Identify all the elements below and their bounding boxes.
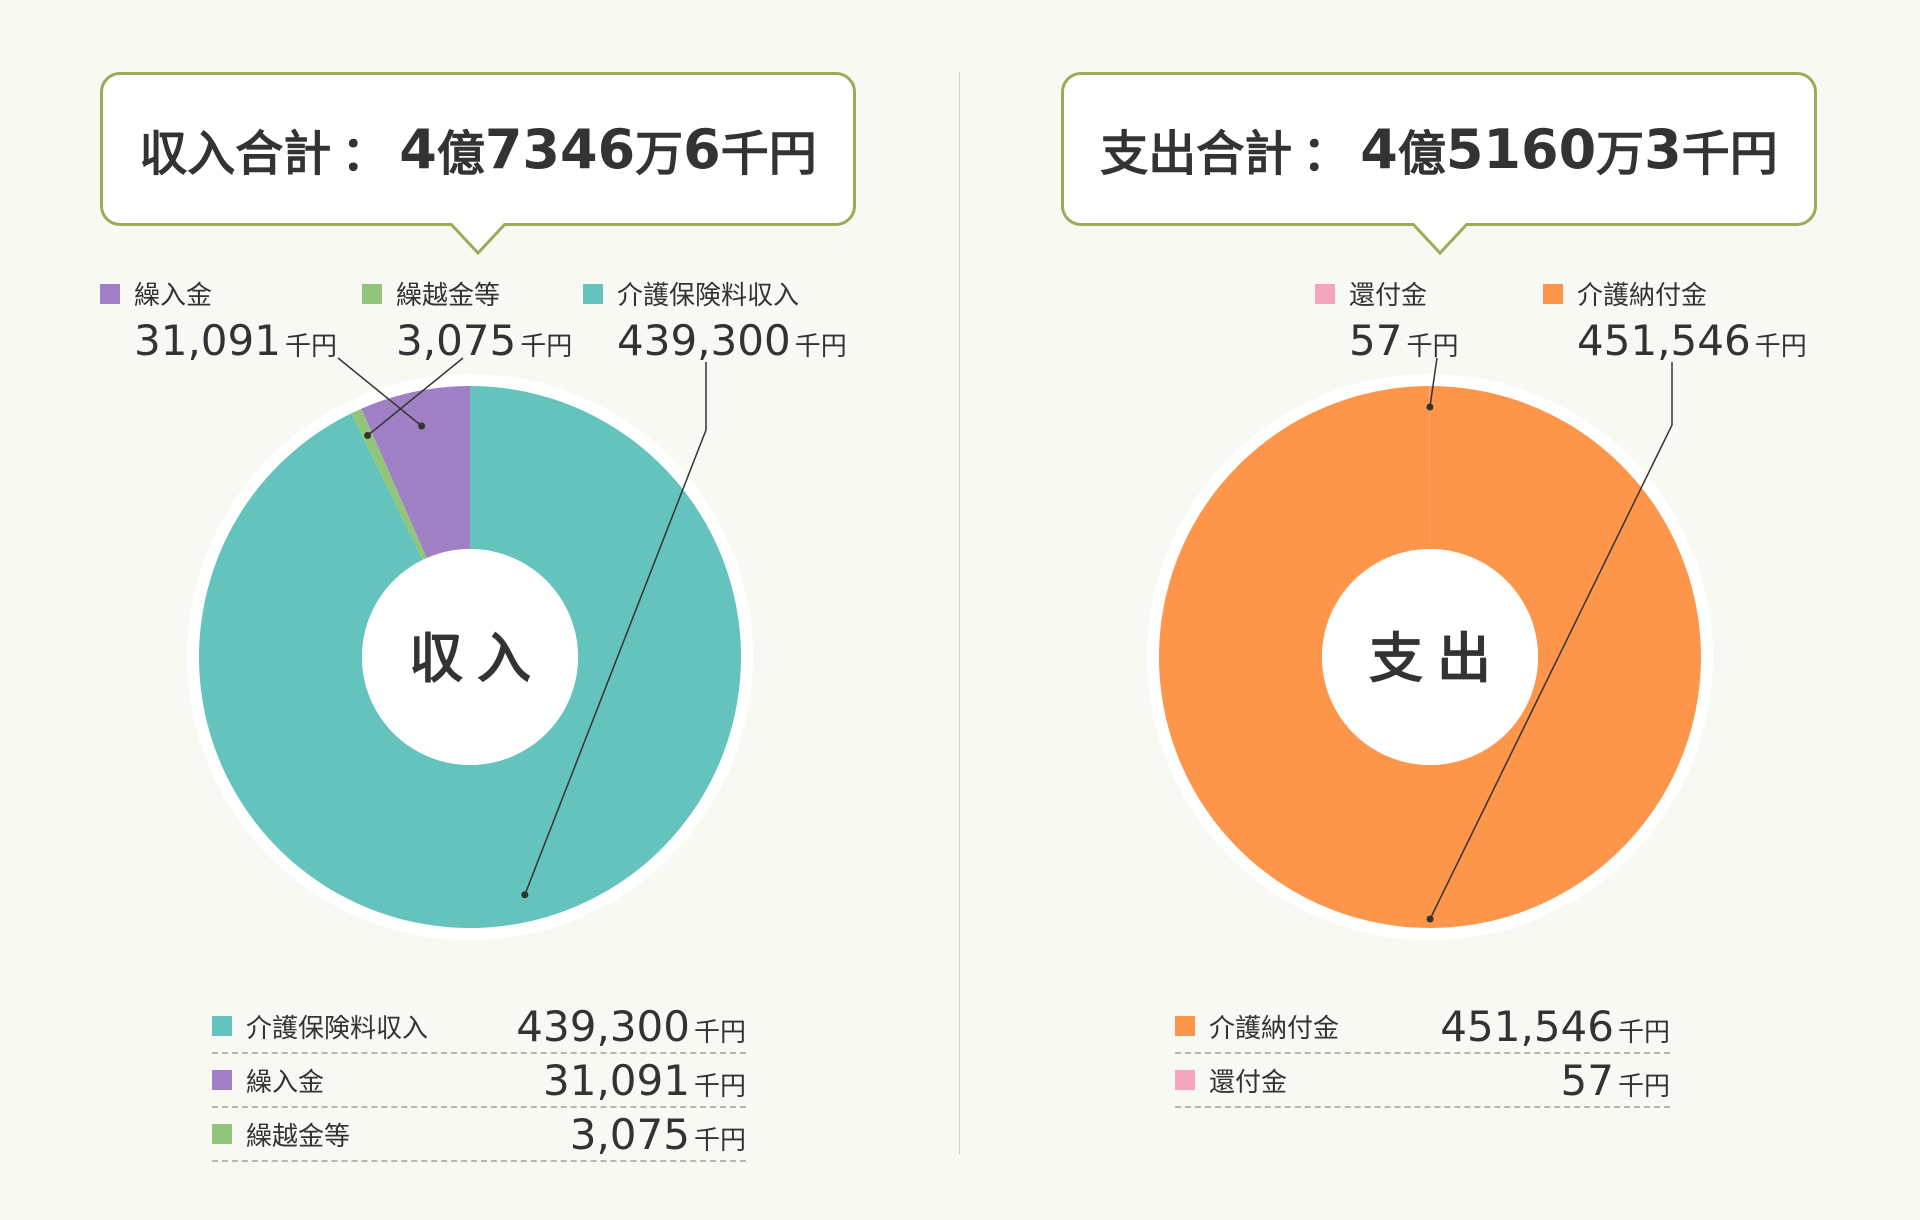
income-legend-swatch-kurikoshi (362, 283, 382, 304)
expense-total-sen-unit: 千円 (1681, 126, 1778, 182)
income-leader-line-2 (524, 362, 707, 896)
income-leader-line-1 (367, 357, 464, 437)
expense-legend-name-kanpu: 還付金 (1349, 281, 1428, 311)
income-table-swatch-kurire (212, 1070, 232, 1090)
income-table-swatch-kurikoshi (212, 1124, 232, 1144)
expense-table-name-kanpu: 還付金 (1209, 1067, 1288, 1098)
expense-total-man-number: 5160 (1445, 117, 1597, 181)
expense-legend-item-nofukin: 介護納付金 451,546 千円 (1543, 275, 1807, 365)
expense-table-swatch-kanpu (1175, 1070, 1195, 1090)
income-legend-item-kurikoshi: 繰越金等 3,075 千円 (362, 275, 572, 365)
income-total-sen-number: 6 (683, 117, 721, 181)
expense-leader-line-0 (1429, 357, 1438, 408)
expense-legend-name-nofukin: 介護納付金 (1577, 281, 1708, 311)
income-legend-name-hokenryo: 介護保険料収入 (617, 281, 800, 311)
expense-legend-swatch-kanpu (1315, 283, 1335, 304)
expense-table-value-nofukin: 451,546 (1440, 1001, 1614, 1051)
expense-legend-value-nofukin: 451,546 (1577, 316, 1751, 365)
expense-leader-dot-0 (1426, 403, 1434, 411)
income-total-separator: ： (341, 126, 390, 182)
expense-total-label: 支出合計 (1100, 126, 1293, 182)
income-legend-item-kurire: 繰入金 31,091 千円 (100, 275, 337, 365)
expense-leader-line-1 (1429, 362, 1673, 920)
expense-legend-item-kanpu: 還付金 57 千円 (1315, 275, 1458, 365)
income-total-sen-unit: 千円 (720, 126, 817, 182)
income-slice-2 (351, 408, 427, 560)
expense-leader-dot-1 (1426, 915, 1434, 923)
table-row: 繰入金 31,091 千円 (212, 1054, 746, 1108)
income-total-oku-unit: 億 (436, 126, 485, 182)
expense-legend-unit-kanpu: 千円 (1406, 332, 1459, 362)
income-slice-1 (361, 386, 470, 559)
income-table-name-kurikoshi: 繰越金等 (246, 1121, 351, 1152)
income-leader-line-0 (337, 357, 423, 427)
income-total-label: 収入合計 (139, 126, 332, 182)
income-legend-unit-hokenryo: 千円 (794, 332, 847, 362)
table-row: 還付金 57 千円 (1175, 1054, 1670, 1108)
income-total-box: 収入合計 ： 4 億 7346 万 6 千円 (100, 72, 856, 226)
income-legend-swatch-kurire (100, 283, 120, 304)
income-donut-hole (362, 549, 578, 765)
income-slice-0 (198, 386, 741, 928)
expense-total-sen-number: 3 (1644, 117, 1682, 181)
expense-total-box: 支出合計 ： 4 億 5160 万 3 千円 (1061, 72, 1817, 226)
expense-table-unit-kanpu: 千円 (1617, 1071, 1670, 1102)
panel-divider (959, 72, 960, 1154)
income-leader-dot-2 (521, 891, 529, 899)
income-legend-value-kurikoshi: 3,075 (396, 316, 517, 365)
income-leader-dot-1 (364, 432, 372, 440)
income-panel: 収入合計 ： 4 億 7346 万 6 千円 収入 繰入金 31,091 千円 繰… (100, 72, 856, 1162)
expense-total-man-unit: 万 (1596, 126, 1645, 182)
income-table-swatch-hokenryo (212, 1016, 232, 1036)
expense-total-pointer (1412, 223, 1468, 256)
table-row: 繰越金等 3,075 千円 (212, 1108, 746, 1162)
expense-legend-swatch-nofukin (1543, 283, 1563, 304)
income-total-man-unit: 万 (635, 126, 684, 182)
income-legend-name-kurikoshi: 繰越金等 (396, 281, 501, 311)
income-table-unit-kurikoshi: 千円 (693, 1125, 746, 1156)
income-legend-swatch-hokenryo (583, 283, 603, 304)
income-center-label: 収入 (409, 627, 545, 690)
expense-slice-0 (1158, 386, 1701, 928)
income-donut-chart: 収入 (187, 357, 753, 940)
income-total-man-number: 7346 (484, 117, 636, 181)
expense-table-swatch-nofukin (1175, 1016, 1195, 1036)
expense-table-name-nofukin: 介護納付金 (1209, 1013, 1340, 1044)
expense-legend-unit-nofukin: 千円 (1754, 332, 1807, 362)
income-table-value-hokenryo: 439,300 (516, 1001, 690, 1051)
income-leader-dot-0 (418, 422, 426, 430)
expense-total-oku-number: 4 (1360, 117, 1398, 181)
expense-center-label: 支出 (1369, 627, 1505, 690)
income-table-name-kurire: 繰入金 (246, 1067, 325, 1098)
income-table-unit-hokenryo: 千円 (693, 1017, 746, 1048)
expense-donut-hole (1322, 549, 1538, 765)
table-row: 介護保険料収入 439,300 千円 (212, 1000, 746, 1054)
income-legend-item-hokenryo: 介護保険料収入 439,300 千円 (583, 275, 847, 365)
expense-legend-value-kanpu: 57 (1349, 316, 1403, 365)
income-legend-unit-kurire: 千円 (284, 332, 337, 362)
expense-total-separator: ： (1302, 126, 1351, 182)
income-total-pointer (450, 223, 506, 256)
income-table-value-kurire: 31,091 (543, 1055, 690, 1105)
income-legend-name-kurire: 繰入金 (134, 281, 213, 311)
table-row: 介護納付金 451,546 千円 (1175, 1000, 1670, 1054)
income-total-oku-number: 4 (399, 117, 437, 181)
expense-donut-chart: 支出 (1147, 357, 1713, 940)
income-legend-value-hokenryo: 439,300 (617, 316, 791, 365)
expense-panel: 支出合計 ： 4 億 5160 万 3 千円 支出 還付金 57 千円 介護納付金… (960, 0, 1920, 1220)
income-table-value-kurikoshi: 3,075 (569, 1109, 690, 1159)
income-legend-unit-kurikoshi: 千円 (520, 332, 573, 362)
income-table-unit-kurire: 千円 (693, 1071, 746, 1102)
expense-total-oku-unit: 億 (1397, 126, 1446, 182)
income-legend-value-kurire: 31,091 (134, 316, 281, 365)
expense-table-value-kanpu: 57 (1560, 1055, 1614, 1105)
income-table-name-hokenryo: 介護保険料収入 (246, 1013, 429, 1044)
expense-table-unit-nofukin: 千円 (1617, 1017, 1670, 1048)
